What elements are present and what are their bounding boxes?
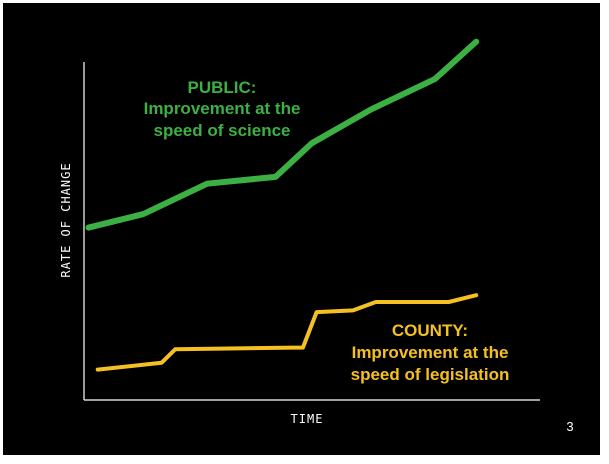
y-axis-label: RATE OF CHANGE — [59, 162, 73, 277]
x-axis-label: TIME — [291, 412, 324, 426]
axes — [83, 62, 540, 401]
county-annotation-line-3: speed of legislation — [351, 365, 510, 384]
public-annotation-line-3: speed of science — [153, 121, 290, 140]
public-annotation: PUBLIC: Improvement at the speed of scie… — [144, 78, 301, 140]
slide — [0, 0, 603, 458]
series-layer — [85, 38, 480, 372]
series-line-county — [95, 293, 479, 372]
county-annotation-line-2: Improvement at the — [352, 343, 509, 362]
public-annotation-line-1: PUBLIC: — [188, 78, 257, 97]
public-annotation-line-2: Improvement at the — [144, 99, 301, 118]
page-number: 3 — [566, 419, 573, 434]
county-annotation: COUNTY: Improvement at the speed of legi… — [351, 321, 510, 384]
series-line-public — [85, 38, 480, 231]
county-annotation-line-1: COUNTY: — [392, 321, 468, 340]
